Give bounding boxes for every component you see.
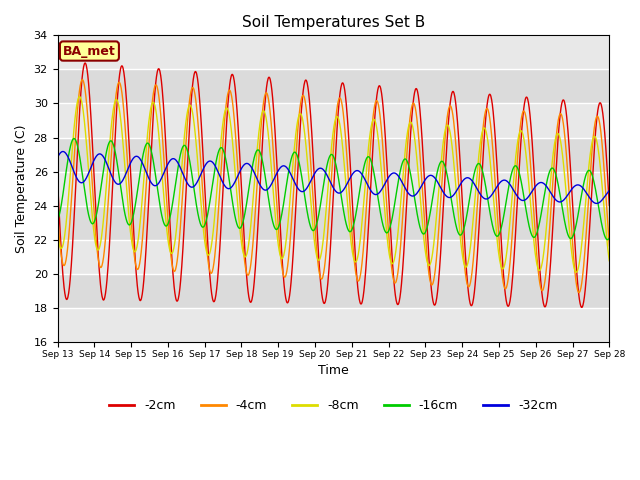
Bar [58,70,609,104]
Title: Soil Temperatures Set B: Soil Temperatures Set B [242,15,425,30]
Bar [58,205,609,240]
Legend: -2cm, -4cm, -8cm, -16cm, -32cm: -2cm, -4cm, -8cm, -16cm, -32cm [104,394,563,417]
Text: BA_met: BA_met [63,45,116,58]
Bar [58,274,609,308]
X-axis label: Time: Time [318,364,349,377]
Bar [58,138,609,171]
Y-axis label: Soil Temperature (C): Soil Temperature (C) [15,124,28,253]
